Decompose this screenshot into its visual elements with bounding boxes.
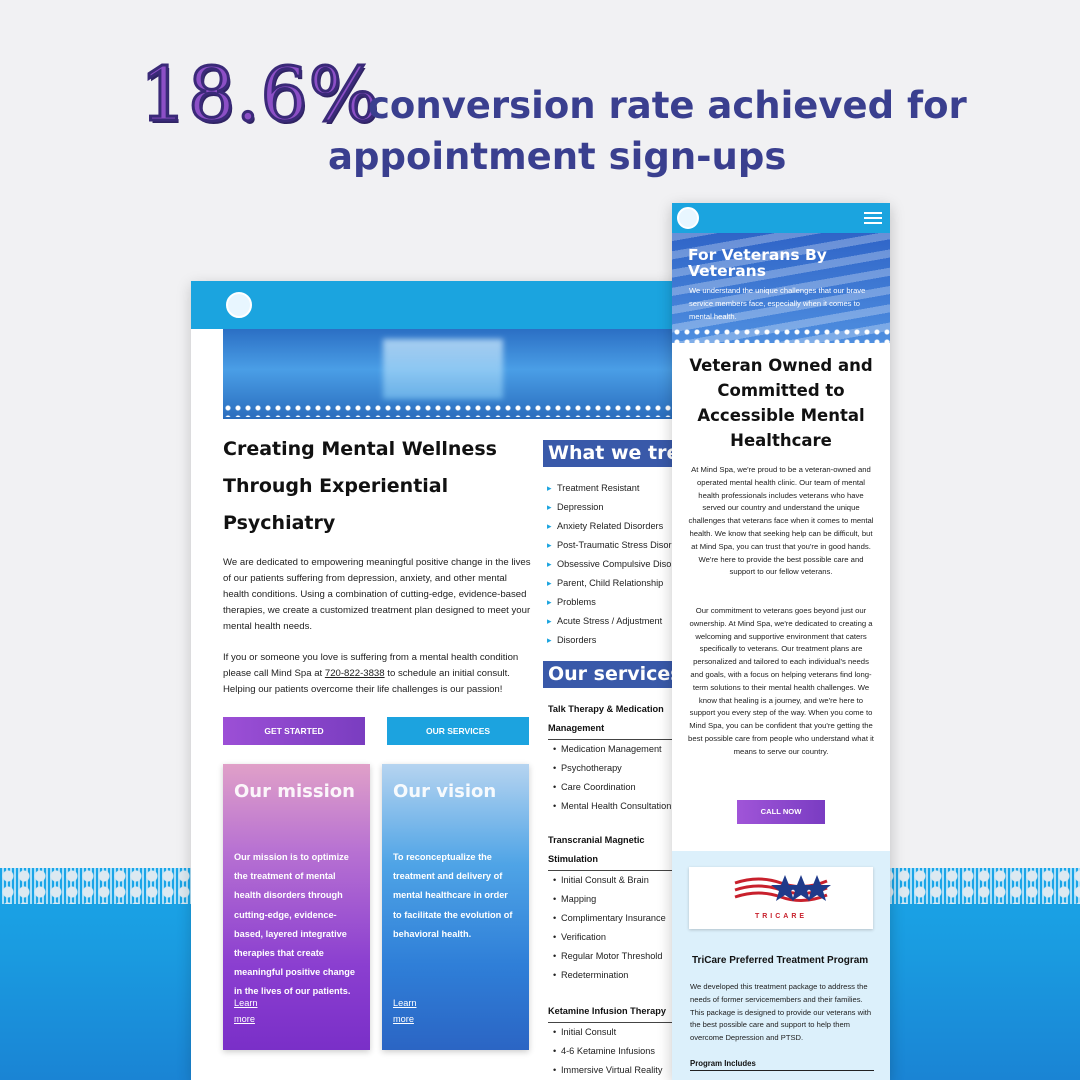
banner-subtitle: We understand the unique challenges that…: [689, 286, 866, 321]
flag-banner-image: [672, 233, 890, 343]
tricare-heading: TriCare Preferred Treatment Program: [692, 955, 869, 966]
service-group-tms: Transcranial Magnetic Stimulation Initia…: [548, 831, 691, 985]
list-item[interactable]: Acute Stress / Adjustment: [547, 612, 691, 631]
vision-title: Our vision: [393, 781, 497, 802]
list-item[interactable]: Treatment Resistant: [547, 479, 691, 498]
call-now-button[interactable]: CALL NOW: [737, 800, 825, 824]
list-item[interactable]: Mapping: [548, 890, 691, 909]
service-group-heading: Talk Therapy & Medication Management: [548, 700, 688, 740]
intro-paragraph: We are dedicated to empowering meaningfu…: [223, 557, 531, 632]
list-item[interactable]: Immersive Virtual Reality: [548, 1061, 691, 1080]
list-item[interactable]: 4-6 Ketamine Infusions: [548, 1042, 691, 1061]
call-paragraph: If you or someone you love is suffering …: [223, 650, 533, 698]
veteran-paragraph-2: Our commitment to veterans goes beyond j…: [688, 606, 874, 756]
list-item[interactable]: Care Coordination: [548, 778, 691, 797]
tricare-flag-icon: [734, 875, 831, 902]
headline-line-1: conversion rate achieved for: [368, 84, 967, 127]
list-item[interactable]: Medication Management: [548, 740, 691, 759]
phone-link[interactable]: 720-822-3838: [324, 668, 385, 679]
veteran-section-title: Veteran Owned and Committed to Accessibl…: [689, 356, 873, 450]
list-item[interactable]: Complimentary Insurance: [548, 909, 691, 928]
get-started-button[interactable]: GET STARTED: [223, 717, 365, 745]
list-item[interactable]: Initial Consult: [548, 1023, 691, 1042]
headline-line-2: appointment sign-ups: [328, 135, 787, 178]
hamburger-menu-icon[interactable]: [864, 212, 882, 224]
list-item[interactable]: Initial Consult & Brain: [548, 871, 691, 890]
vision-text: To reconceptualize the treatment and del…: [393, 852, 513, 939]
list-item[interactable]: Problems: [547, 593, 691, 612]
list-item[interactable]: Depression: [547, 498, 691, 517]
mission-text: Our mission is to optimize the treatment…: [234, 852, 355, 997]
mind-spa-logo-icon[interactable]: [677, 207, 699, 229]
desktop-mockup: Creating Mental Wellness Through Experie…: [191, 281, 691, 1080]
our-services-button[interactable]: OUR SERVICES: [387, 717, 529, 745]
list-item[interactable]: Post-Traumatic Stress Disor: [547, 536, 691, 555]
service-group-ketamine: Ketamine Infusion Therapy Initial Consul…: [548, 1002, 691, 1080]
list-item[interactable]: Psychotherapy: [548, 759, 691, 778]
veteran-paragraph-1: At Mind Spa, we're proud to be a veteran…: [688, 465, 874, 577]
program-includes-heading: Program Includes: [690, 1059, 874, 1071]
mobile-header: [672, 203, 890, 233]
call-text-before: If you or someone you love is suffering …: [223, 652, 519, 679]
what-we-treat-heading: What we tre: [543, 440, 691, 467]
tricare-section: TRICARE TriCare Preferred Treatment Prog…: [672, 851, 890, 1080]
treat-list: Treatment Resistant Depression Anxiety R…: [547, 479, 691, 650]
service-group-talk-therapy: Talk Therapy & Medication Management Med…: [548, 700, 691, 816]
page-title: Creating Mental Wellness Through Experie…: [223, 438, 497, 534]
desktop-header: [191, 281, 691, 329]
banner-title: For Veterans By Veterans: [688, 246, 827, 280]
banner-lace-border: [672, 327, 890, 343]
mission-title: Our mission: [234, 781, 355, 802]
tricare-logo: TRICARE: [689, 867, 873, 929]
call-text-after: to schedule an initial consult. Helping …: [223, 668, 510, 695]
service-group-heading: Ketamine Infusion Therapy: [548, 1002, 688, 1023]
list-item[interactable]: Anxiety Related Disorders: [547, 517, 691, 536]
list-item[interactable]: Regular Motor Threshold: [548, 947, 691, 966]
vision-card: Our vision To reconceptualize the treatm…: [382, 764, 529, 1050]
mobile-mockup: For Veterans By Veterans We understand t…: [672, 203, 890, 1080]
tricare-wordmark: TRICARE: [754, 913, 808, 920]
conversion-stat: 18.6%: [138, 51, 381, 140]
list-item[interactable]: Obsessive Compulsive Disor: [547, 555, 691, 574]
tricare-paragraph: We developed this treatment package to a…: [690, 982, 872, 1043]
mission-card: Our mission Our mission is to optimize t…: [223, 764, 370, 1050]
service-group-heading: Transcranial Magnetic Stimulation: [548, 831, 688, 871]
our-services-heading: Our services: [543, 661, 691, 688]
list-item[interactable]: Disorders: [547, 631, 691, 650]
list-item[interactable]: Verification: [548, 928, 691, 947]
mind-spa-logo-icon[interactable]: [226, 292, 252, 318]
vision-learn-more-link[interactable]: Learn more: [393, 998, 417, 1024]
list-item[interactable]: Redetermination: [548, 966, 691, 985]
hero-lace-border: [223, 403, 691, 417]
list-item[interactable]: Parent, Child Relationship: [547, 574, 691, 593]
mission-learn-more-link[interactable]: Learn more: [234, 998, 258, 1024]
list-item[interactable]: Mental Health Consultation: [548, 797, 691, 816]
